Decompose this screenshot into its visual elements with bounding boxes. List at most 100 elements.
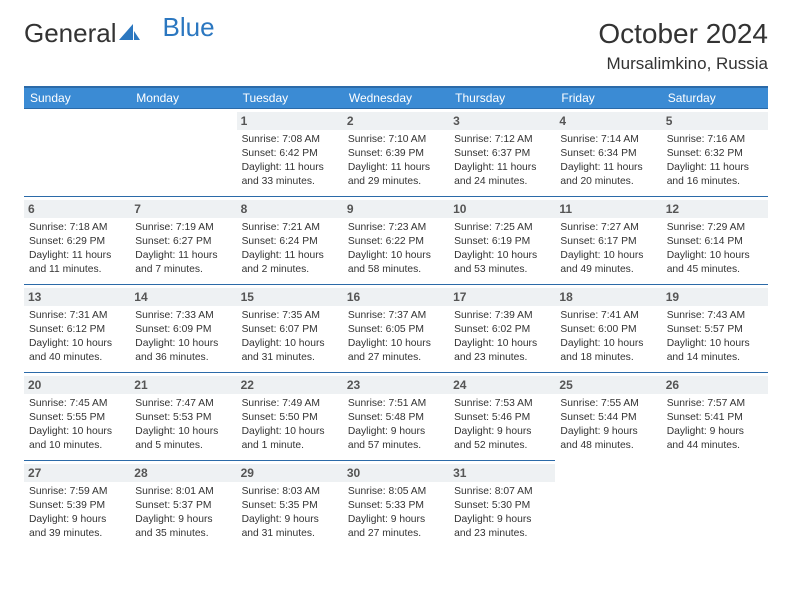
calendar-day-cell: 30 Sunrise: 8:05 AMSunset: 5:33 PMDayligh… (343, 461, 449, 549)
day-info: Sunrise: 7:47 AMSunset: 5:53 PMDaylight:… (135, 397, 231, 453)
day-number: 30 (343, 464, 449, 482)
weekday-header: Thursday (449, 87, 555, 109)
calendar-day-cell: 3Sunrise: 7:12 AMSunset: 6:37 PMDaylight… (449, 109, 555, 197)
calendar-day-cell: 27 Sunrise: 7:59 AMSunset: 5:39 PMDayligh… (24, 461, 130, 549)
weekday-header: Wednesday (343, 87, 449, 109)
logo-text-1: General (24, 18, 117, 49)
calendar-day-cell: 5 Sunrise: 7:16 AMSunset: 6:32 PMDaylight… (662, 109, 768, 197)
day-info: Sunrise: 7:55 AMSunset: 5:44 PMDaylight:… (560, 397, 656, 453)
day-info: Sunrise: 7:33 AMSunset: 6:09 PMDaylight:… (135, 309, 231, 365)
day-number: 15 (237, 288, 343, 306)
calendar-day-cell: 6Sunrise: 7:18 AMSunset: 6:29 PMDaylight… (24, 197, 130, 285)
day-number: 1 (237, 112, 343, 130)
calendar-day-cell: 23 Sunrise: 7:51 AMSunset: 5:48 PMDayligh… (343, 373, 449, 461)
calendar-day-cell: 18 Sunrise: 7:41 AMSunset: 6:00 PMDayligh… (555, 285, 661, 373)
day-number: 24 (449, 376, 555, 394)
day-number: 2 (343, 112, 449, 130)
day-info: Sunrise: 7:25 AMSunset: 6:19 PMDaylight:… (454, 221, 550, 277)
day-info: Sunrise: 7:51 AMSunset: 5:48 PMDaylight:… (348, 397, 444, 453)
day-info: Sunrise: 7:14 AMSunset: 6:34 PMDaylight:… (560, 133, 656, 189)
day-number: 6 (24, 200, 130, 218)
calendar-day-cell: 17 Sunrise: 7:39 AMSunset: 6:02 PMDayligh… (449, 285, 555, 373)
calendar-day-cell: 1 Sunrise: 7:08 AMSunset: 6:42 PMDaylight… (237, 109, 343, 197)
day-number: 16 (343, 288, 449, 306)
header: General Blue October 2024 Mursalimkino, … (24, 18, 768, 74)
calendar-day-cell: 11 Sunrise: 7:27 AMSunset: 6:17 PMDayligh… (555, 197, 661, 285)
day-info: Sunrise: 7:49 AMSunset: 5:50 PMDaylight:… (242, 397, 338, 453)
calendar-day-cell: 16 Sunrise: 7:37 AMSunset: 6:05 PMDayligh… (343, 285, 449, 373)
calendar-week-row: 1 Sunrise: 7:08 AMSunset: 6:42 PMDaylight… (24, 109, 768, 197)
day-number: 12 (662, 200, 768, 218)
day-number: 27 (24, 464, 130, 482)
calendar-day-cell: 13 Sunrise: 7:31 AMSunset: 6:12 PMDayligh… (24, 285, 130, 373)
calendar-day-cell: 29Sunrise: 8:03 AMSunset: 5:35 PMDayligh… (237, 461, 343, 549)
calendar-day-cell: 14 Sunrise: 7:33 AMSunset: 6:09 PMDayligh… (130, 285, 236, 373)
day-info: Sunrise: 7:53 AMSunset: 5:46 PMDaylight:… (454, 397, 550, 453)
day-number: 20 (24, 376, 130, 394)
day-info: Sunrise: 7:08 AMSunset: 6:42 PMDaylight:… (242, 133, 338, 189)
weekday-header-row: SundayMondayTuesdayWednesdayThursdayFrid… (24, 87, 768, 109)
day-info: Sunrise: 8:07 AMSunset: 5:30 PMDaylight:… (454, 485, 550, 541)
day-number: 7 (130, 200, 236, 218)
day-info: Sunrise: 8:03 AMSunset: 5:35 PMDaylight:… (242, 485, 338, 541)
weekday-header: Tuesday (237, 87, 343, 109)
day-info: Sunrise: 7:59 AMSunset: 5:39 PMDaylight:… (29, 485, 125, 541)
calendar-day-cell: 26 Sunrise: 7:57 AMSunset: 5:41 PMDayligh… (662, 373, 768, 461)
day-number: 23 (343, 376, 449, 394)
day-info: Sunrise: 7:23 AMSunset: 6:22 PMDaylight:… (348, 221, 444, 277)
day-info: Sunrise: 7:43 AMSunset: 5:57 PMDaylight:… (667, 309, 763, 365)
calendar-day-cell: 4 Sunrise: 7:14 AMSunset: 6:34 PMDaylight… (555, 109, 661, 197)
day-number: 28 (130, 464, 236, 482)
weekday-header: Monday (130, 87, 236, 109)
location: Mursalimkino, Russia (598, 54, 768, 74)
day-info: Sunrise: 8:05 AMSunset: 5:33 PMDaylight:… (348, 485, 444, 541)
month-title: October 2024 (598, 18, 768, 50)
calendar-day-cell: 25 Sunrise: 7:55 AMSunset: 5:44 PMDayligh… (555, 373, 661, 461)
calendar-day-cell: 19Sunrise: 7:43 AMSunset: 5:57 PMDayligh… (662, 285, 768, 373)
day-info: Sunrise: 7:39 AMSunset: 6:02 PMDaylight:… (454, 309, 550, 365)
day-info: Sunrise: 7:27 AMSunset: 6:17 PMDaylight:… (560, 221, 656, 277)
day-number: 18 (555, 288, 661, 306)
day-number: 4 (555, 112, 661, 130)
calendar-day-cell: 10 Sunrise: 7:25 AMSunset: 6:19 PMDayligh… (449, 197, 555, 285)
day-number: 5 (662, 112, 768, 130)
day-info: Sunrise: 8:01 AMSunset: 5:37 PMDaylight:… (135, 485, 231, 541)
weekday-header: Friday (555, 87, 661, 109)
day-number: 31 (449, 464, 555, 482)
calendar-day-cell: 7Sunrise: 7:19 AMSunset: 6:27 PMDaylight… (130, 197, 236, 285)
calendar-day-cell: 20Sunrise: 7:45 AMSunset: 5:55 PMDayligh… (24, 373, 130, 461)
calendar-day-cell: 22 Sunrise: 7:49 AMSunset: 5:50 PMDayligh… (237, 373, 343, 461)
calendar-empty-cell (130, 109, 236, 197)
day-number: 25 (555, 376, 661, 394)
calendar-week-row: 27 Sunrise: 7:59 AMSunset: 5:39 PMDayligh… (24, 461, 768, 549)
day-info: Sunrise: 7:21 AMSunset: 6:24 PMDaylight:… (242, 221, 338, 277)
logo-sail-icon (119, 18, 141, 49)
calendar-empty-cell (24, 109, 130, 197)
day-info: Sunrise: 7:37 AMSunset: 6:05 PMDaylight:… (348, 309, 444, 365)
day-number: 9 (343, 200, 449, 218)
calendar-day-cell: 15Sunrise: 7:35 AMSunset: 6:07 PMDayligh… (237, 285, 343, 373)
calendar-week-row: 6Sunrise: 7:18 AMSunset: 6:29 PMDaylight… (24, 197, 768, 285)
day-number: 10 (449, 200, 555, 218)
weekday-header: Saturday (662, 87, 768, 109)
calendar-table: SundayMondayTuesdayWednesdayThursdayFrid… (24, 86, 768, 549)
calendar-day-cell: 12 Sunrise: 7:29 AMSunset: 6:14 PMDayligh… (662, 197, 768, 285)
day-number: 14 (130, 288, 236, 306)
day-number: 21 (130, 376, 236, 394)
day-info: Sunrise: 7:31 AMSunset: 6:12 PMDaylight:… (29, 309, 125, 365)
day-number: 22 (237, 376, 343, 394)
day-info: Sunrise: 7:29 AMSunset: 6:14 PMDaylight:… (667, 221, 763, 277)
day-info: Sunrise: 7:16 AMSunset: 6:32 PMDaylight:… (667, 133, 763, 189)
calendar-day-cell: 2 Sunrise: 7:10 AMSunset: 6:39 PMDaylight… (343, 109, 449, 197)
day-number: 26 (662, 376, 768, 394)
day-number: 11 (555, 200, 661, 218)
day-info: Sunrise: 7:41 AMSunset: 6:00 PMDaylight:… (560, 309, 656, 365)
day-number: 13 (24, 288, 130, 306)
day-number: 17 (449, 288, 555, 306)
day-info: Sunrise: 7:57 AMSunset: 5:41 PMDaylight:… (667, 397, 763, 453)
day-number: 8 (237, 200, 343, 218)
calendar-week-row: 20Sunrise: 7:45 AMSunset: 5:55 PMDayligh… (24, 373, 768, 461)
day-info: Sunrise: 7:10 AMSunset: 6:39 PMDaylight:… (348, 133, 444, 189)
day-number: 3 (449, 112, 555, 130)
calendar-day-cell: 8 Sunrise: 7:21 AMSunset: 6:24 PMDaylight… (237, 197, 343, 285)
